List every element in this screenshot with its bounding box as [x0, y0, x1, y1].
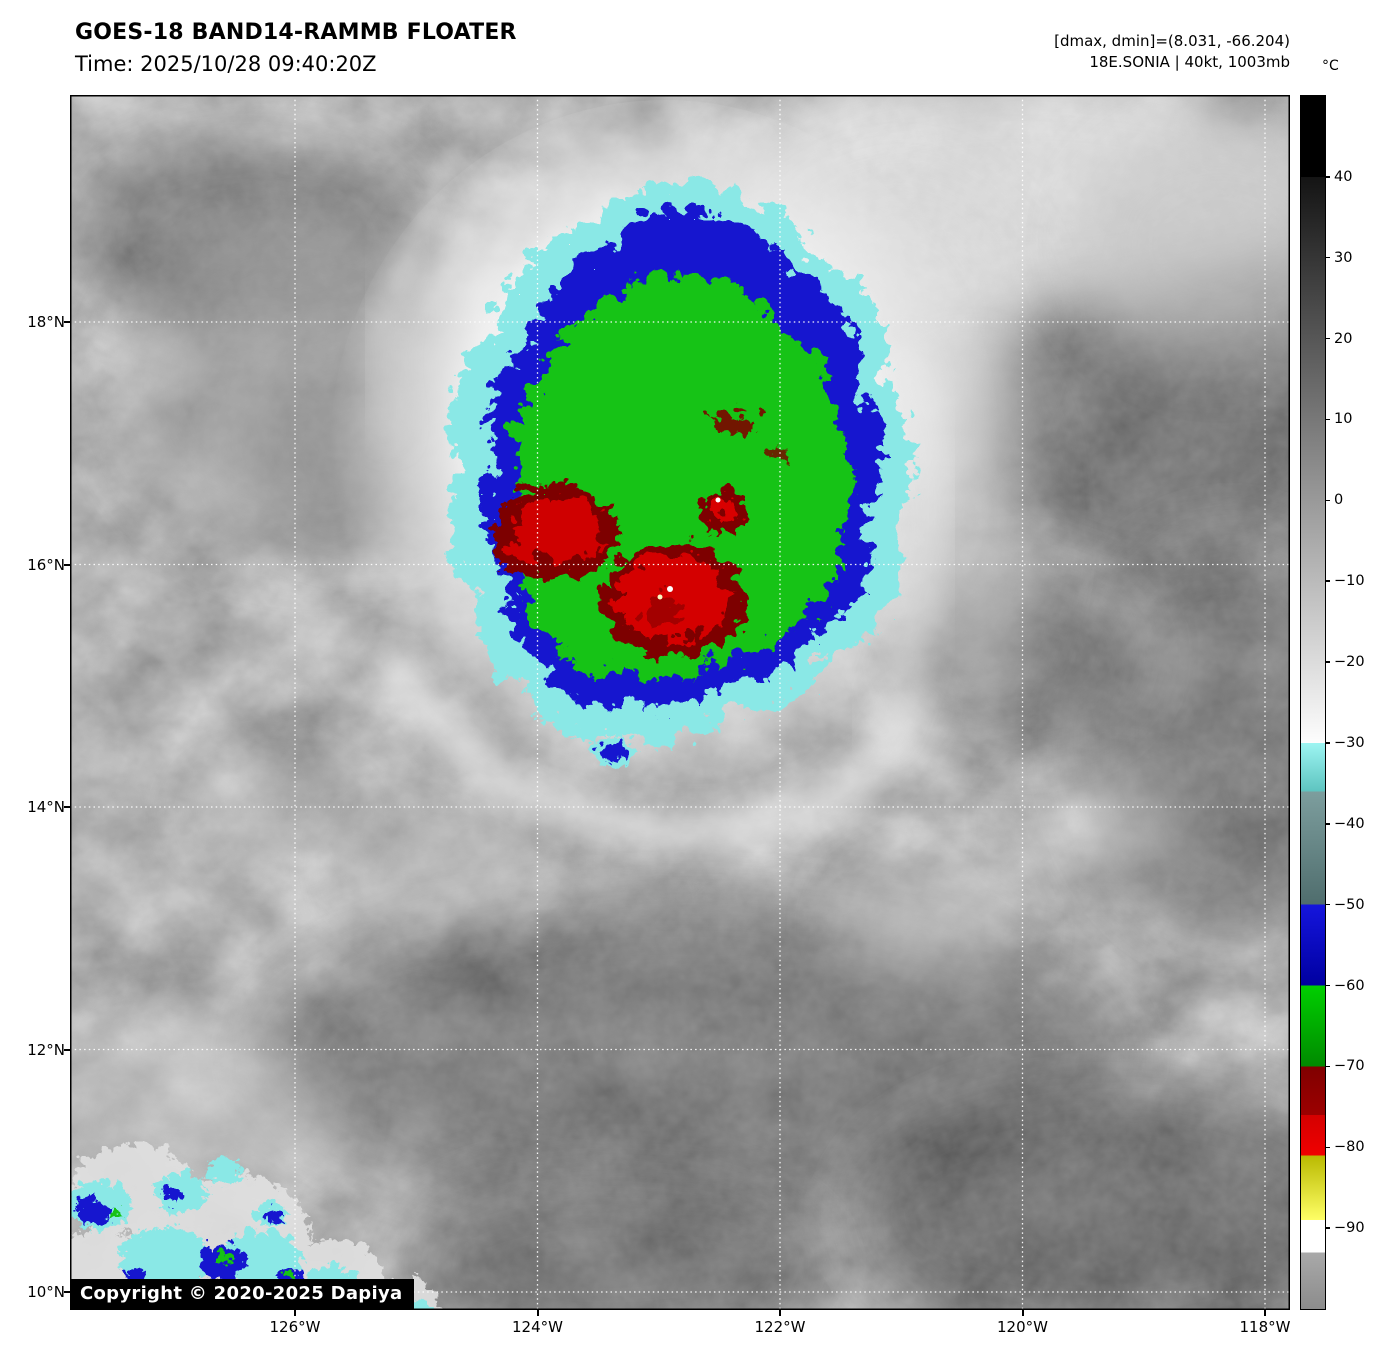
lon-tick-mark [1264, 1310, 1266, 1316]
overshoot-speck [715, 497, 721, 503]
colorbar-tick: 10 [1325, 411, 1352, 427]
colorbar-tick: −50 [1325, 897, 1365, 913]
colorbar-tick: −20 [1325, 654, 1365, 670]
dmax-dmin-label: [dmax, dmin]=(8.031, -66.204) [1054, 32, 1290, 50]
colorbar-tick: 0 [1325, 492, 1343, 508]
lon-tick-mark [779, 1310, 781, 1316]
colorbar-tick: −80 [1325, 1139, 1365, 1155]
colorbar-tick: 30 [1325, 250, 1352, 266]
colorbar-tick-label: −30 [1334, 734, 1365, 751]
overshoot-speck [657, 594, 663, 600]
colorbar-tick-mark [1325, 176, 1330, 178]
colorbar-tick-mark [1325, 742, 1330, 744]
colorbar-tick: −10 [1325, 573, 1365, 589]
lat-axis-label: 18°N [27, 313, 65, 331]
colorbar-tick-label: −20 [1334, 654, 1365, 671]
colorbar-tick-mark [1325, 1146, 1330, 1149]
colorbar-tick-label: −60 [1334, 977, 1365, 994]
cold-core-red [485, 404, 785, 650]
lon-axis-label: 126°W [269, 1318, 321, 1336]
colorbar-tick-mark [1325, 1227, 1330, 1229]
storm-south-tail [588, 293, 865, 763]
colorbar: 40 30 20 10 0 −10 −20 −30 −40 −50 −60 −7… [1300, 95, 1365, 1310]
colorbar-tick-label: 40 [1334, 168, 1353, 185]
lon-axis-label: 122°W [754, 1318, 806, 1336]
colorbar-tick-label: −10 [1334, 573, 1365, 590]
colorbar-tick-mark [1325, 984, 1330, 987]
colorbar-tick-label: 10 [1334, 411, 1353, 428]
colorbar-tick-label: −70 [1334, 1058, 1365, 1075]
lon-tick-mark [294, 1310, 296, 1316]
overshoot-speck [667, 586, 673, 592]
colorbar-tick-mark [1325, 903, 1330, 906]
copyright-badge: Copyright © 2020-2025 Dapiya [70, 1279, 415, 1310]
colorbar-tick: −40 [1325, 816, 1365, 832]
colorbar-tick-mark [1325, 823, 1330, 825]
colorbar-tick: 40 [1325, 169, 1352, 185]
colorbar-tick: −30 [1325, 735, 1365, 751]
colorbar-tick-mark [1325, 256, 1330, 259]
lat-tick-mark [64, 563, 70, 566]
colorbar-tick-label: −50 [1334, 896, 1365, 913]
lon-axis-label: 118°W [1239, 1318, 1291, 1336]
lon-axis-label: 124°W [512, 1318, 563, 1336]
satellite-scene [70, 95, 1290, 1310]
colorbar-tick-mark [1325, 337, 1330, 340]
storm-system [330, 100, 1000, 848]
colorbar-tick-label: 20 [1334, 330, 1353, 347]
storm-info-label: 18E.SONIA | 40kt, 1003mb [1089, 53, 1290, 71]
colorbar-tick-mark [1325, 418, 1330, 421]
lon-tick-mark [536, 1310, 539, 1316]
lat-axis-label: 14°N [27, 798, 65, 816]
cold-core-green [501, 266, 845, 676]
colorbar-gradient [1301, 96, 1325, 1309]
colorbar-tick-mark [1325, 499, 1330, 502]
lon-tick-mark [1021, 1310, 1024, 1316]
colorbar-tick-mark [1325, 661, 1330, 663]
lon-axis-label: 120°W [997, 1318, 1048, 1336]
colorbar-tick: 20 [1325, 331, 1352, 347]
colorbar-tick-mark [1325, 1065, 1330, 1068]
lat-tick-mark [64, 806, 70, 808]
colorbar-tick-label: −80 [1334, 1139, 1365, 1156]
page-title: GOES-18 BAND14-RAMMB FLOATER [75, 20, 517, 45]
lat-tick-mark [64, 321, 70, 323]
colorbar-tick: −90 [1325, 1220, 1365, 1236]
colorbar-tick-mark [1325, 580, 1330, 582]
colorbar-unit-label: °C [1322, 58, 1339, 74]
colorbar-tick-label: −40 [1334, 815, 1365, 832]
map-border [70, 95, 1290, 1310]
colorbar-tick: −70 [1325, 1058, 1365, 1074]
lat-axis-label: 12°N [27, 1040, 65, 1059]
colorbar-tick: −60 [1325, 978, 1365, 994]
lat-tick-mark [64, 1048, 70, 1051]
timestamp-label: Time: 2025/10/28 09:40:20Z [75, 52, 377, 76]
colorbar-tick-label: 0 [1334, 492, 1344, 509]
satellite-map [70, 95, 1290, 1310]
colorbar-tick-label: 30 [1334, 249, 1353, 266]
lat-tick-mark [64, 1291, 70, 1293]
colorbar-tick-label: −90 [1334, 1220, 1365, 1237]
lat-axis-label: 16°N [27, 555, 65, 574]
lat-axis-label: 10°N [27, 1283, 65, 1301]
